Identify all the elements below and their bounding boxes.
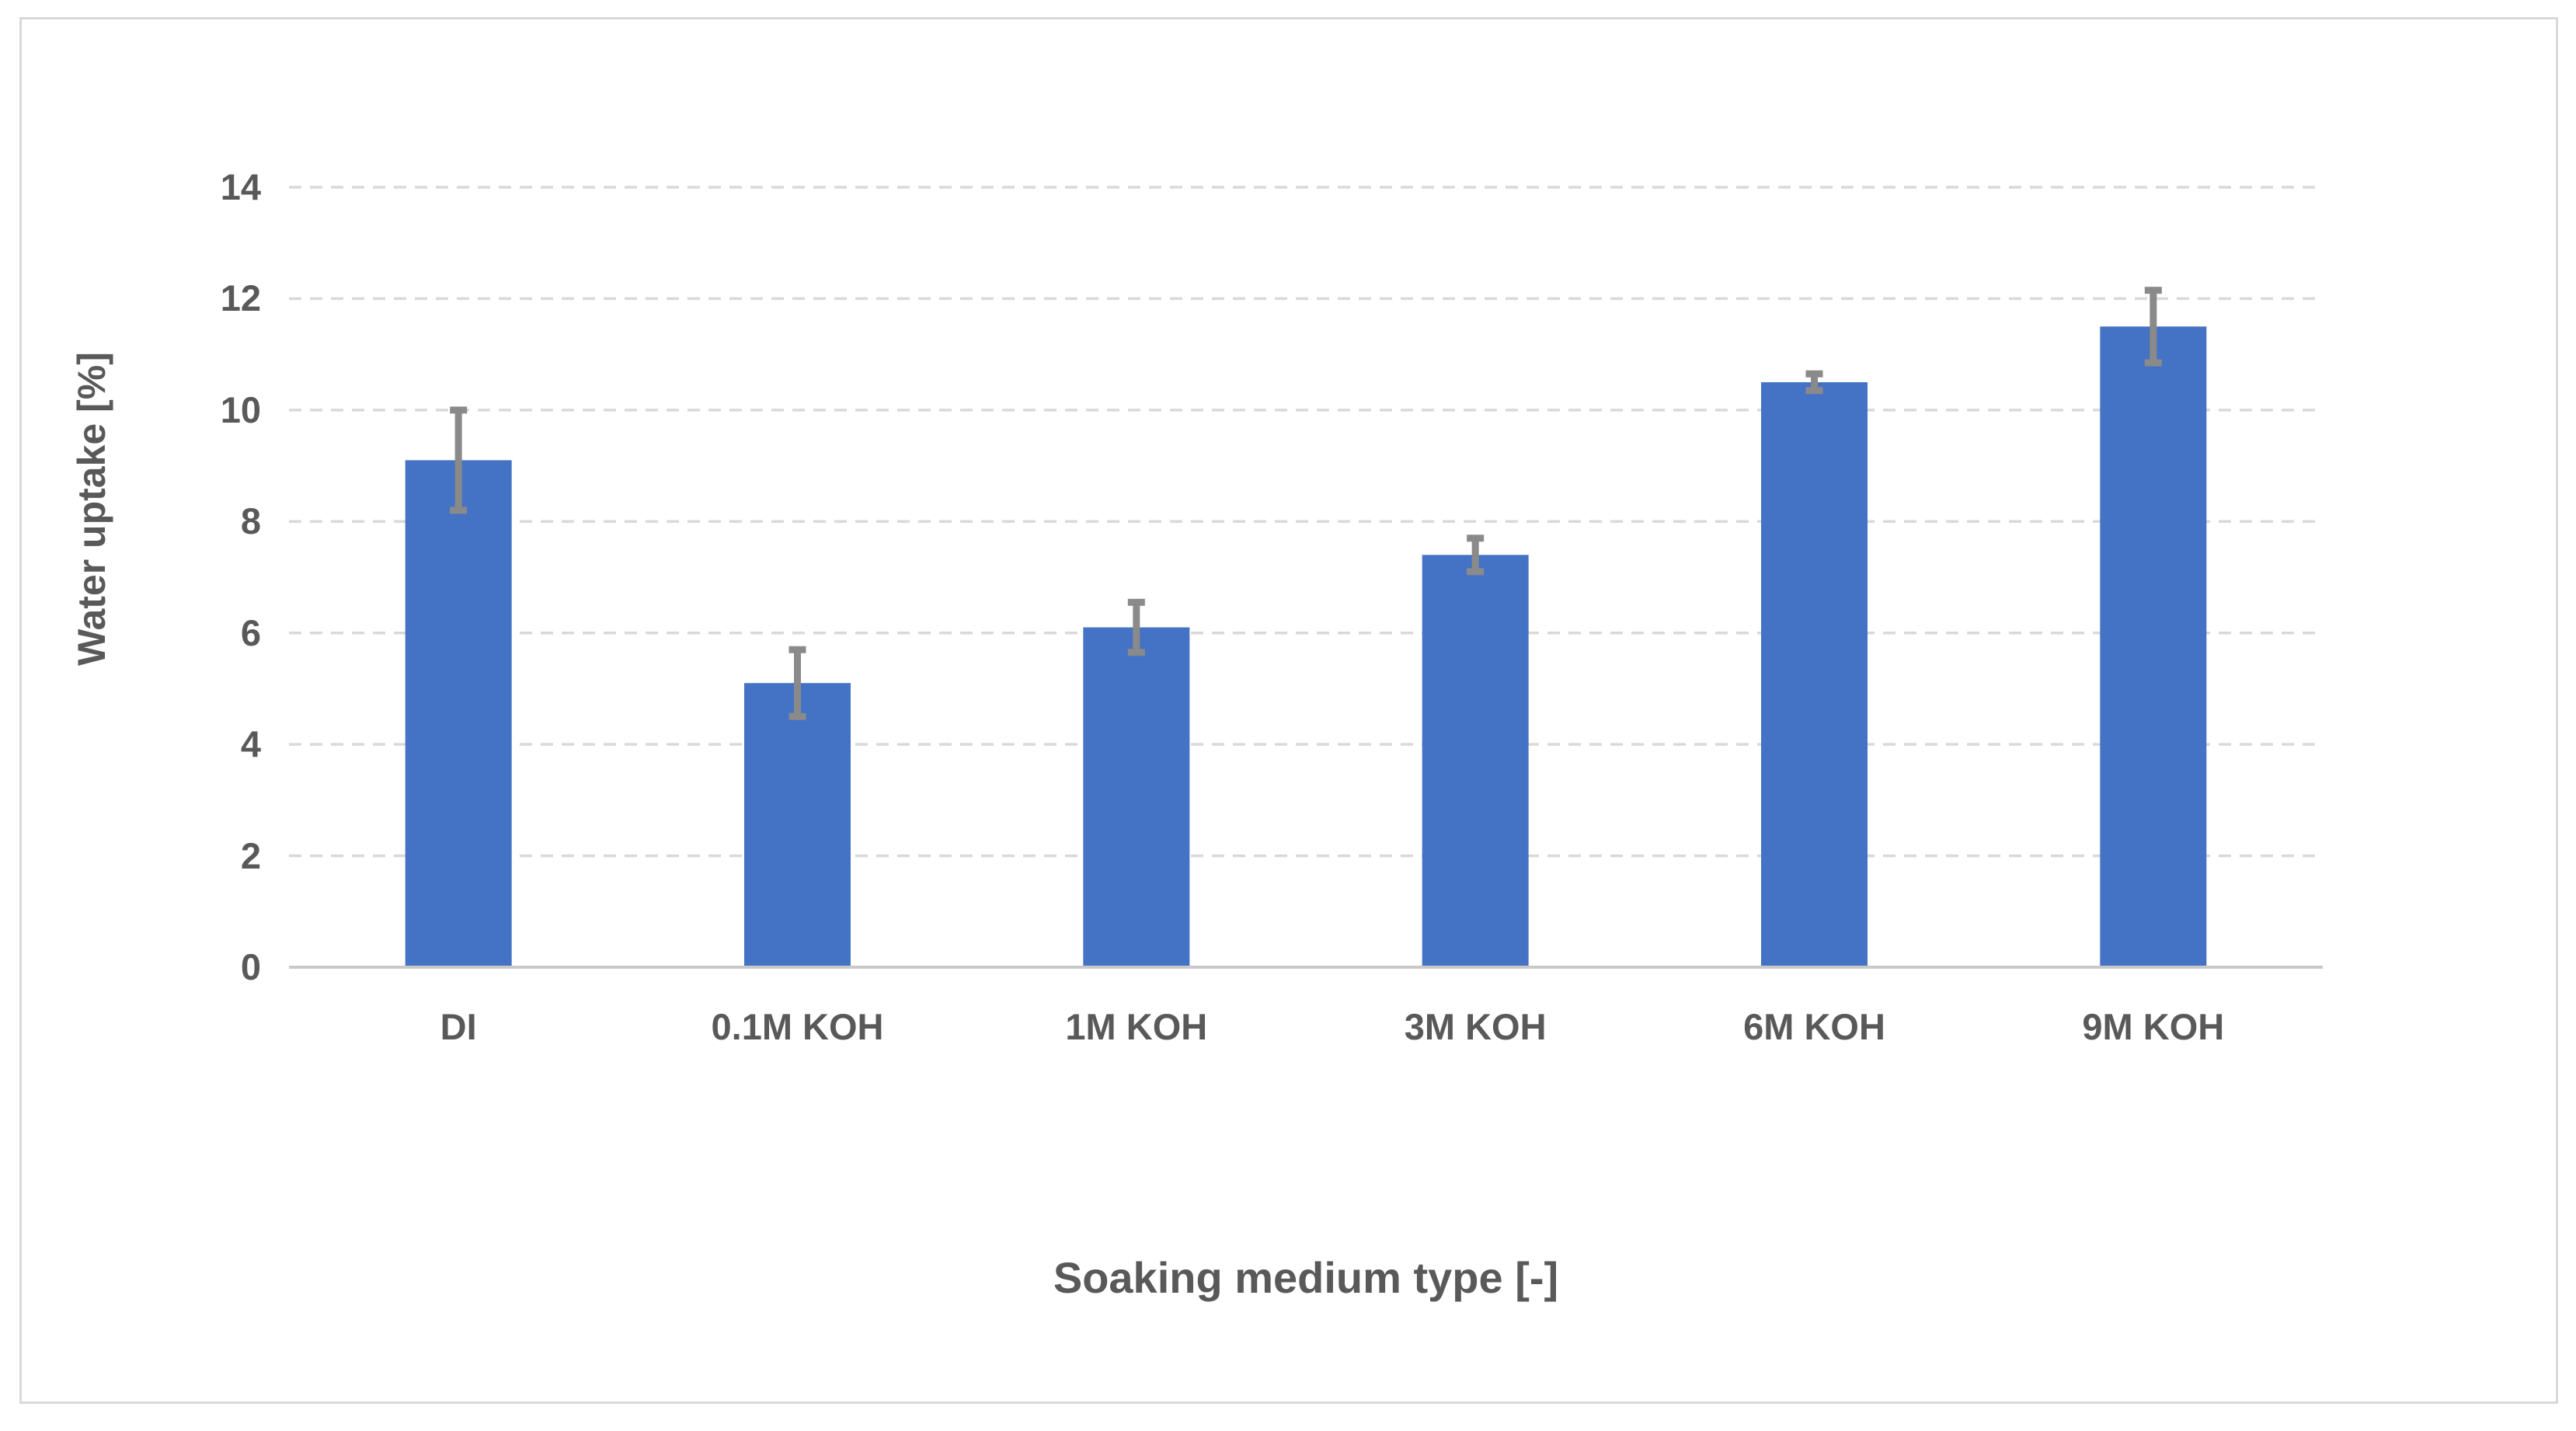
x-axis-title: Soaking medium type [-]	[1053, 1253, 1559, 1302]
y-tick-label-14: 14	[220, 166, 261, 207]
error-bar-top-cap-6M KOH	[1805, 370, 1823, 378]
y-tick-label-2: 2	[240, 834, 261, 876]
y-tick-label-12: 12	[220, 277, 261, 319]
bar-DI	[405, 460, 512, 967]
y-tick-label-8: 8	[240, 500, 261, 542]
bar-9M KOH	[2100, 326, 2207, 967]
x-category-label-1M KOH: 1M KOH	[1065, 1006, 1208, 1047]
x-category-label-DI: DI	[440, 1006, 477, 1047]
error-bar-bottom-cap-6M KOH	[1805, 387, 1823, 395]
error-bar-rod-3M KOH	[1471, 538, 1479, 572]
y-axis-title: Water uptake [%]	[70, 352, 113, 666]
y-tick-label-4: 4	[240, 723, 261, 765]
y-tick-label-6: 6	[240, 611, 261, 653]
error-bar-top-cap-0.1M KOH	[788, 646, 806, 653]
error-bar-top-cap-1M KOH	[1127, 598, 1145, 606]
error-bar-bottom-cap-3M KOH	[1467, 568, 1485, 576]
error-bar-bottom-cap-0.1M KOH	[788, 712, 806, 720]
x-category-label-0.1M KOH: 0.1M KOH	[711, 1006, 884, 1047]
error-bar-rod-0.1M KOH	[794, 649, 801, 717]
error-bar-top-cap-DI	[450, 406, 468, 414]
x-category-label-3M KOH: 3M KOH	[1404, 1006, 1547, 1047]
x-category-label-6M KOH: 6M KOH	[1743, 1006, 1885, 1047]
bar-0.1M KOH	[744, 683, 851, 967]
error-bar-top-cap-9M KOH	[2144, 287, 2162, 294]
bar-6M KOH	[1761, 382, 1868, 967]
bar-3M KOH	[1422, 555, 1529, 967]
error-bar-rod-DI	[454, 409, 462, 510]
error-bar-rod-1M KOH	[1133, 602, 1140, 653]
bar-1M KOH	[1083, 627, 1190, 967]
error-bar-rod-9M KOH	[2150, 290, 2157, 363]
y-tick-label-10: 10	[220, 388, 261, 430]
x-category-label-9M KOH: 9M KOH	[2082, 1006, 2225, 1047]
error-bar-bottom-cap-DI	[450, 507, 468, 514]
error-bar-top-cap-3M KOH	[1467, 534, 1485, 542]
error-bar-bottom-cap-9M KOH	[2144, 359, 2162, 367]
error-bar-bottom-cap-1M KOH	[1127, 649, 1145, 656]
y-tick-label-0: 0	[240, 946, 261, 987]
error-bar-rod-6M KOH	[1811, 374, 1818, 391]
